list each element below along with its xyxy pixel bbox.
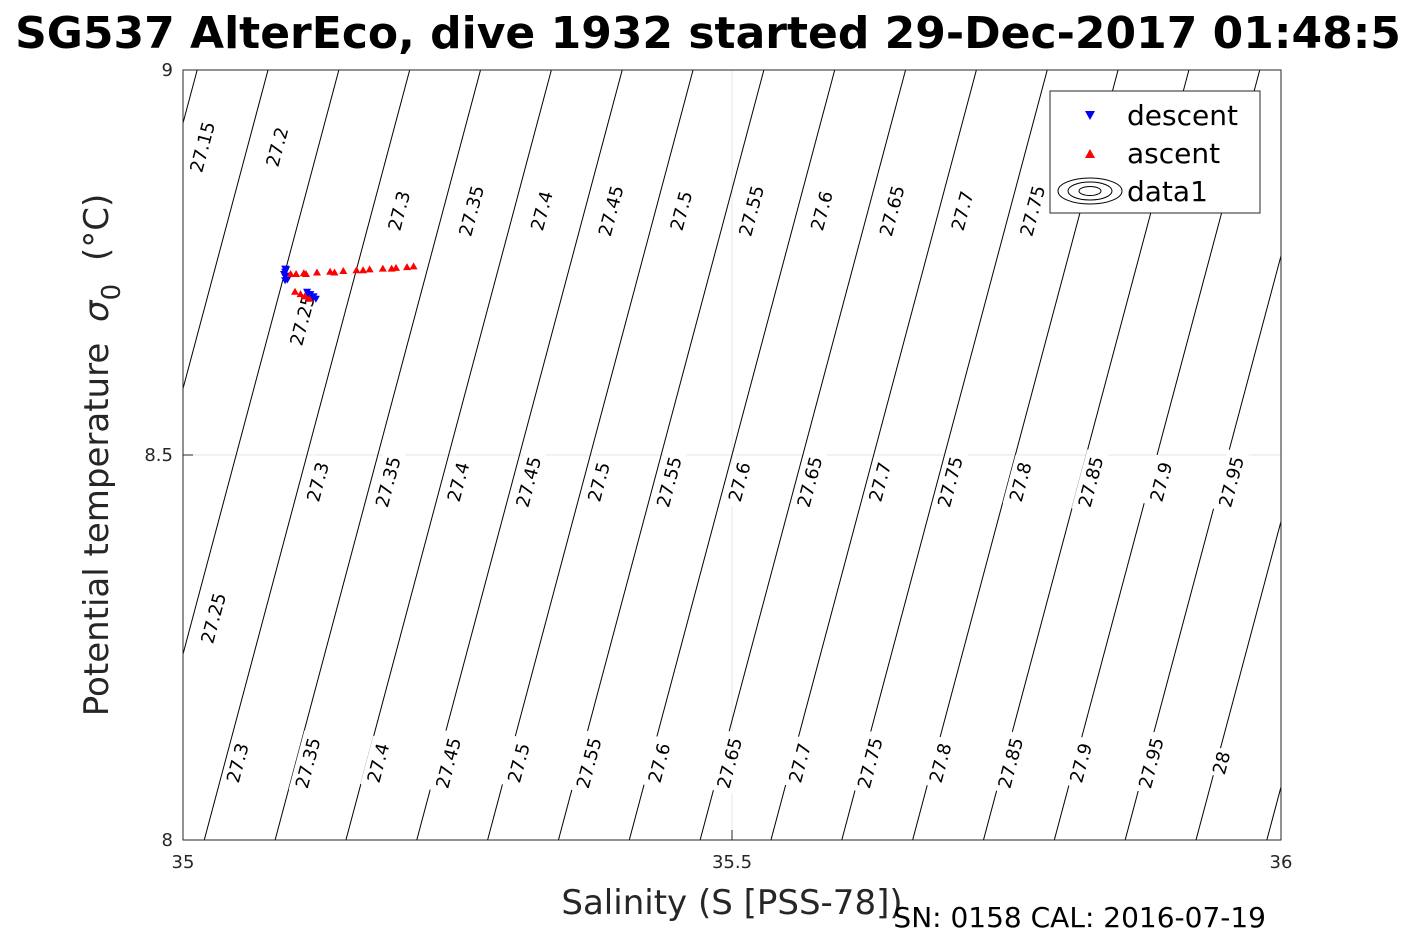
isopycnal-label-bg: [1063, 735, 1098, 790]
ascent-point-18: [300, 292, 309, 300]
isopycnal-label-bg: [1002, 454, 1037, 509]
isopycnal-label-bg: [183, 114, 221, 180]
isopycnal-label-bg: [524, 183, 559, 238]
isopycnal-label-bg: [360, 735, 395, 790]
x-axis-label: Salinity (S [PSS-78]): [561, 883, 902, 923]
y-axis-label: Potential temperature σ0 (°C): [77, 194, 129, 716]
descent-point-14: [304, 291, 313, 299]
legend-data1-label: data1: [1127, 175, 1208, 208]
ascent-point-11: [387, 264, 396, 272]
svg-text:Potential temperature σ0: Potential temperature σ0 (°C): [77, 194, 129, 716]
isopycnal-label-bg: [1212, 449, 1250, 514]
ascent-point-9: [402, 263, 411, 271]
isopycnal-label-bg: [259, 119, 294, 174]
isopycnal-label-bg: [862, 454, 897, 509]
ascent-point-6: [365, 265, 374, 273]
x-tick-label-1: 35.5: [712, 852, 752, 873]
ascent-point-16: [290, 287, 299, 295]
legend-contour-icon: [1057, 177, 1123, 205]
isopycnal-label-bg: [663, 183, 698, 238]
isopycnal-label-bg: [1071, 449, 1109, 514]
isopycnal-label-bg: [922, 735, 957, 790]
isopycnal-label-bg: [1131, 730, 1169, 796]
ascent-point-12: [359, 266, 368, 274]
isopycnal-label-bg: [944, 183, 979, 238]
y-tick-label-1: 8.5: [144, 445, 173, 466]
isopycnal-label-bg: [581, 454, 616, 509]
ascent-point-2: [312, 268, 321, 276]
isopycnal-label-bg: [803, 183, 839, 238]
y-axis-label-symbol: σ: [77, 299, 117, 322]
isopycnal-label-bg: [721, 454, 756, 509]
ascent-point-0: [286, 270, 295, 278]
data-points: [280, 262, 418, 303]
isopycnal-label-bg: [649, 449, 687, 514]
y-axis-label-subscript: 0: [97, 284, 127, 301]
isopycnal-label-bg: [509, 449, 547, 514]
isopycnal-label-bg: [1143, 454, 1178, 509]
isopycnal-label-bg: [452, 178, 490, 243]
descent-point-12: [311, 295, 320, 303]
isopycnal-line-1: [183, 70, 269, 391]
isopycnal-label-bg: [300, 454, 335, 509]
isopycnal-label-bg: [872, 178, 910, 243]
ascent-point-19: [305, 294, 314, 302]
isopycnal-label-bg: [591, 178, 629, 243]
legend-box: [1049, 90, 1261, 214]
isopycnal-labels: 27.15 27.227.3 27.35 27.4 27.45 27.5 27.55 27.6…: [183, 114, 1250, 796]
isopycnal-label-bg: [288, 730, 326, 796]
isopycnal-label-bg: [569, 730, 607, 796]
isopycnal-label-bg: [283, 287, 321, 353]
isopycnal-label-bg: [790, 449, 828, 514]
y-tick-label-2: 9: [162, 60, 173, 81]
legend-ascent-marker: [1085, 149, 1095, 158]
x-tick-label-2: 36: [1270, 852, 1293, 873]
ascent-point-4: [339, 266, 348, 274]
isopycnal-label-bg: [219, 735, 255, 790]
ascent-point-7: [378, 264, 387, 272]
isopycnal-label-bg: [931, 449, 969, 514]
isopycnal-line-17: [1195, 519, 1281, 840]
descent-point-7: [283, 276, 292, 284]
isopycnal-label-bg: [1206, 746, 1235, 780]
ascent-point-17: [296, 290, 305, 298]
ascent-point-15: [292, 270, 301, 278]
isopycnal-label-bg: [1013, 178, 1051, 243]
isopycnal-label-bg: [440, 454, 475, 509]
ascent-point-14: [301, 270, 310, 278]
legend-ascent-label: ascent: [1127, 137, 1220, 170]
isopycnal-line-2: [183, 70, 340, 657]
ascent-point-10: [409, 262, 418, 270]
isopycnal-label-bg: [641, 735, 676, 790]
isopycnal-line-4: [274, 70, 482, 840]
y-axis-label-unit: (°C): [77, 194, 117, 261]
isopycnal-label-bg: [500, 735, 536, 790]
y-axis-label-text: Potential temperature: [77, 343, 117, 716]
isopycnal-label-bg: [850, 730, 888, 796]
legend-descent-marker: [1085, 111, 1095, 120]
isopycnal-label-bg: [732, 178, 770, 243]
isopycnal-label-bg: [782, 735, 817, 790]
isopycnal-label-bg: [381, 183, 416, 238]
axis-ticks: 35 35.5 36 8 8.5 9: [144, 60, 1292, 873]
y-tick-label-0: 8: [162, 830, 173, 851]
chart-title: SG537 AlterEco, dive 1932 started 29-Dec…: [15, 8, 1401, 59]
legend-descent-label: descent: [1127, 99, 1238, 132]
ascent-point-5: [352, 266, 361, 274]
isopycnal-label-bg: [368, 449, 406, 514]
isopycnal-label-bg: [429, 730, 467, 796]
legend: descent ascent data1: [1049, 90, 1261, 214]
isopycnal-label-bg: [710, 730, 748, 796]
ascent-point-13: [330, 268, 339, 276]
isopycnal-line-3: [203, 70, 411, 840]
x-tick-label-0: 35: [172, 852, 195, 873]
isopycnal-label-bg: [991, 730, 1029, 796]
isopycnal-label-bg: [194, 585, 232, 651]
calibration-footer: SN: 0158 CAL: 2016-07-19: [893, 901, 1266, 934]
